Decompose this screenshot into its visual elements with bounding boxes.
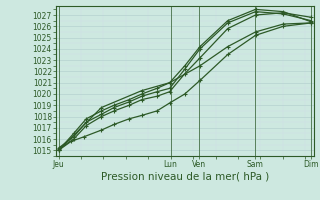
- X-axis label: Pression niveau de la mer( hPa ): Pression niveau de la mer( hPa ): [101, 172, 269, 182]
